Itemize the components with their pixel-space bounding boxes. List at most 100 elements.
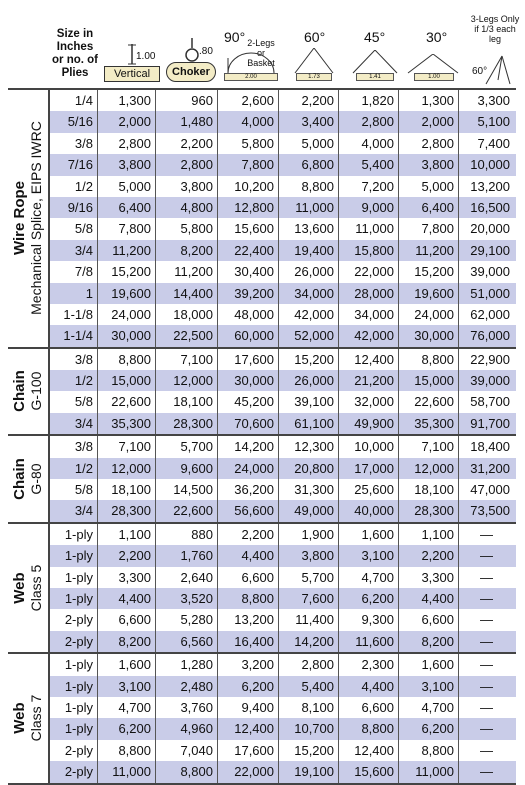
table-cell: 6,800 — [279, 154, 339, 176]
table-row: 1-ply 3,100 2,480 6,200 5,400 4,400 3,100— — [50, 675, 516, 697]
table-cell: 5,000 — [98, 175, 156, 197]
table-cell: 2,800 — [279, 654, 339, 676]
table-cell: 58,700 — [470, 394, 510, 410]
table-cell: 6,200 — [218, 675, 279, 697]
table-cell: 12,400 — [339, 739, 399, 762]
table-cell: 15,200 — [279, 739, 339, 762]
group-label: Chain G-80 — [8, 436, 50, 522]
table-cell: 40,000 — [339, 500, 399, 522]
table-cell: 960 — [156, 90, 218, 112]
table-cell: 4,700 — [339, 566, 399, 588]
table-cell: 9,000 — [339, 196, 399, 219]
table-cell: 2,480 — [156, 675, 218, 697]
table-cell: 2-ply — [50, 739, 98, 762]
material-group: Chain G-80 3/8 7,100 5,700 14,200 12,300 10,000… — [8, 436, 516, 524]
table-cell: 1-ply — [50, 654, 98, 676]
table-cell: 30,000 — [98, 325, 156, 347]
table-row: 3/4 28,300 22,600 56,600 49,000 40,000 28,300 7… — [50, 500, 516, 522]
table-cell: 6,600 — [218, 566, 279, 588]
table-cell: 4,700 — [98, 696, 156, 719]
table-cell: 2,200 — [156, 132, 218, 155]
table-cell: 1,280 — [156, 654, 218, 676]
table-row: 1-ply 4,400 3,520 8,800 7,600 6,200 4,400— — [50, 587, 516, 610]
table-cell: 48,000 — [218, 303, 279, 326]
table-cell: — — [480, 699, 493, 715]
table-cell: 3/8 — [50, 348, 98, 371]
table-cell: 15,800 — [339, 239, 399, 262]
table-cell: 14,200 — [279, 630, 339, 653]
table-row: 2-ply 8,200 6,560 16,400 14,200 11,600 8,200— — [50, 630, 516, 653]
table-cell: 5/16 — [50, 111, 98, 133]
table-cell: 5/8 — [50, 218, 98, 240]
table-row: 1-ply 4,700 3,760 9,400 8,100 6,600 4,700— — [50, 696, 516, 719]
table-cell: 15,200 — [399, 261, 459, 283]
table-cell: 16,400 — [218, 630, 279, 653]
table-cell: — — [480, 633, 493, 649]
table-cell: 2,200 — [279, 90, 339, 112]
table-cell: 3,100 — [339, 545, 399, 567]
table-cell: 6,600 — [98, 609, 156, 631]
table-cell: 5,400 — [339, 154, 399, 176]
group-subtitle: G-80 — [28, 463, 44, 495]
table-cell: 2,800 — [339, 111, 399, 133]
table-cell: 3,800 — [399, 154, 459, 176]
table-cell: 7,800 — [399, 218, 459, 240]
table-row: 3/4 35,300 28,300 70,600 61,100 49,900 35,300 9… — [50, 412, 516, 435]
table-cell: 8,200 — [156, 239, 218, 262]
table-cell: 1-ply — [50, 523, 98, 546]
table-header: Size in Inches or no. of Plies 1.00 Vert… — [0, 0, 525, 88]
table-cell: 2,200 — [98, 545, 156, 567]
table-cell: 45,200 — [218, 391, 279, 413]
table-cell: 1-ply — [50, 696, 98, 719]
table-cell: 31,300 — [279, 479, 339, 501]
table-cell: 8,800 — [218, 587, 279, 610]
material-group: Web Class 5 1-ply 1,100 880 2,200 1,900 1,600 1,… — [8, 523, 516, 655]
group-label: Web Class 7 — [8, 654, 50, 783]
table-cell: 2,000 — [98, 111, 156, 133]
table-cell: 1,600 — [98, 654, 156, 676]
table-cell: 1 — [50, 282, 98, 304]
angle-30-label: 30° — [426, 29, 448, 45]
table-cell: 1,300 — [98, 90, 156, 112]
table-cell: 7,800 — [98, 218, 156, 240]
table-cell: 39,100 — [279, 391, 339, 413]
table-cell: 52,000 — [279, 325, 339, 347]
table-cell: 1/2 — [50, 370, 98, 392]
angle-60-sling-icon — [294, 48, 334, 74]
table-cell: 30,000 — [399, 325, 459, 347]
table-row: 1/2 15,000 12,000 30,000 26,000 21,200 15,000 3… — [50, 370, 516, 392]
table-cell: 3/4 — [50, 412, 98, 435]
table-cell: 91,700 — [470, 415, 510, 431]
table-cell: 11,200 — [399, 239, 459, 262]
table-cell: 1-1/8 — [50, 303, 98, 326]
table-cell: 4,800 — [156, 196, 218, 219]
table-cell: 2-ply — [50, 630, 98, 653]
choker-factor: .80 — [199, 46, 213, 57]
table-cell: 880 — [156, 523, 218, 546]
table-cell: 7,200 — [339, 175, 399, 197]
table-cell: — — [480, 742, 493, 758]
table-cell: 11,000 — [279, 196, 339, 219]
table-cell: — — [480, 678, 493, 694]
table-cell: 20,800 — [279, 457, 339, 480]
table-cell: 22,000 — [339, 261, 399, 283]
angle-45-sling-icon — [352, 50, 398, 74]
table-row: 2-ply 6,600 5,280 13,200 11,400 9,300 6,600— — [50, 609, 516, 631]
table-cell: 76,000 — [470, 328, 510, 344]
table-cell: 10,200 — [218, 175, 279, 197]
group-subtitle: Class 5 — [28, 564, 44, 612]
table-cell: 3,100 — [399, 675, 459, 697]
table-cell: 3,300 — [98, 566, 156, 588]
table-cell: 5,800 — [156, 218, 218, 240]
table-cell: 61,100 — [279, 412, 339, 435]
table-cell: — — [480, 548, 493, 564]
table-cell: 2,200 — [218, 523, 279, 546]
table-cell: 1-ply — [50, 587, 98, 610]
table-row: 1/4 1,300 960 2,600 2,200 1,820 1,300 3,300 — [50, 90, 516, 112]
table-cell: 1/2 — [50, 457, 98, 480]
table-cell: 8,100 — [279, 696, 339, 719]
material-group: Wire Rope Mechanical Splice, EIPS IWRC 1/4… — [8, 90, 516, 349]
table-cell: 4,400 — [218, 545, 279, 567]
table-cell: 1,480 — [156, 111, 218, 133]
table-cell: 39,200 — [218, 282, 279, 304]
